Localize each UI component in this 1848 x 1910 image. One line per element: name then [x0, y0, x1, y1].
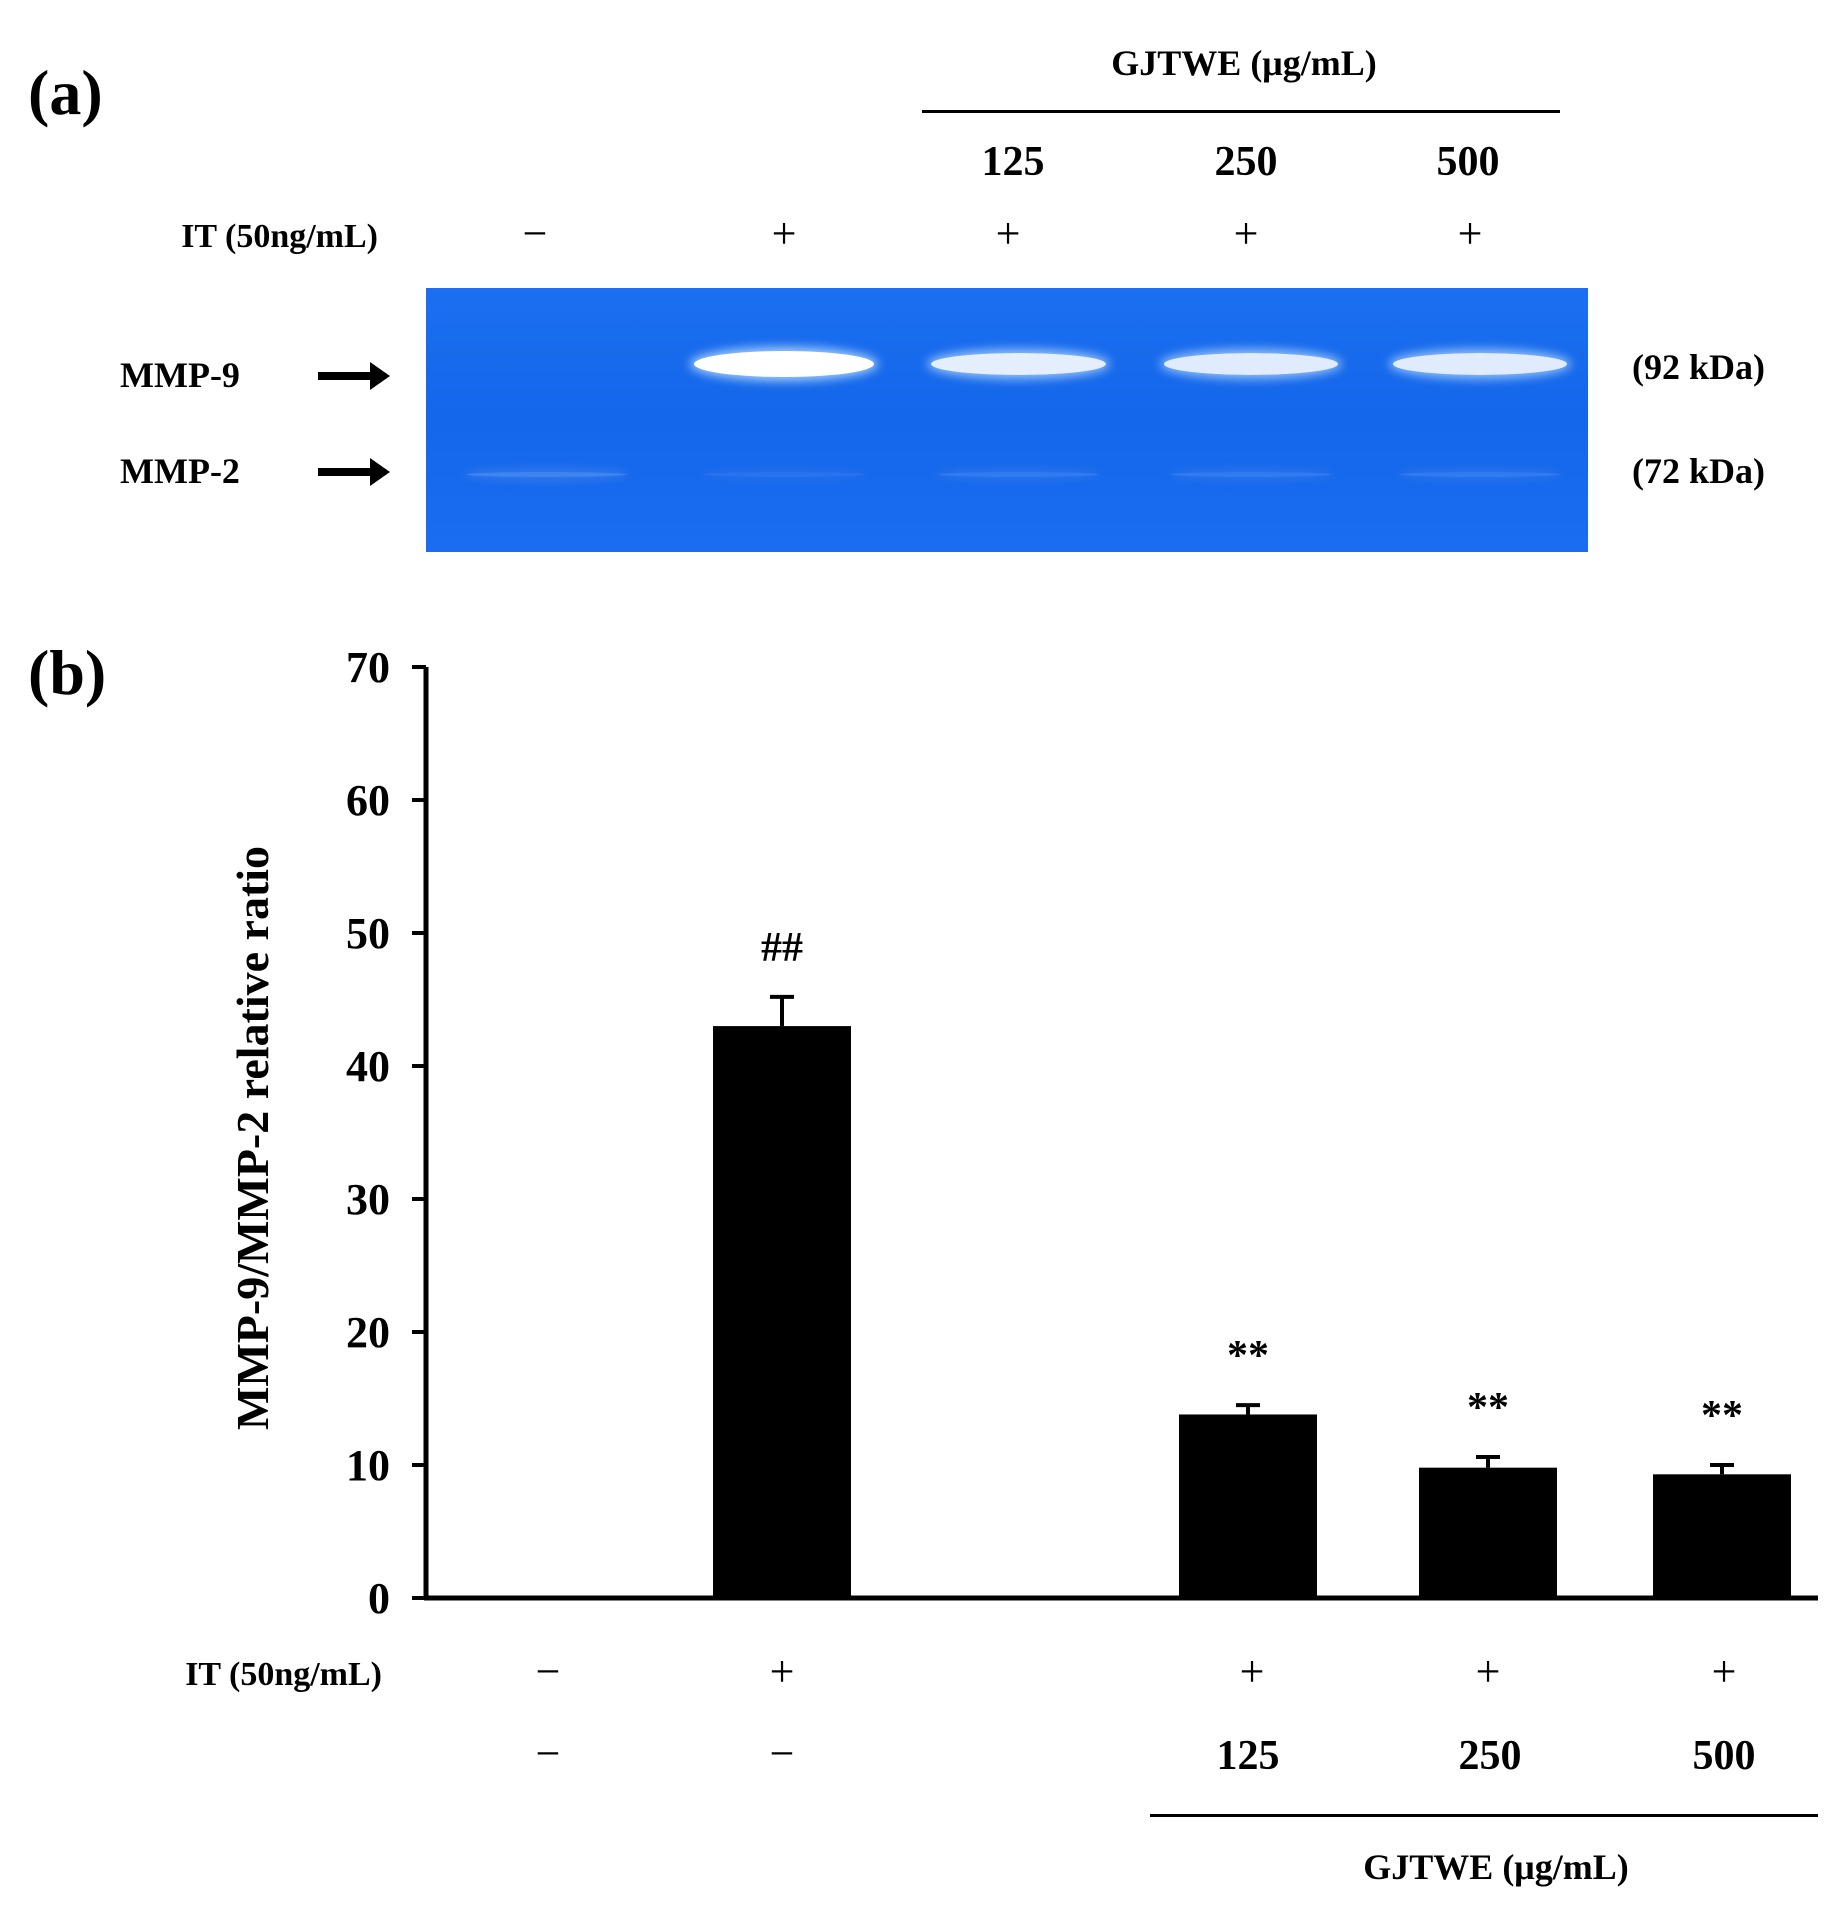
chart-dose-4: 250 [1458, 1733, 1522, 1779]
chart-it-sign-4: + [1475, 1647, 1501, 1696]
significance-label-2: ## [761, 925, 803, 971]
mmp9-band-lane-3 [930, 352, 1106, 376]
significance-label-4: ** [1467, 1385, 1509, 1431]
y-tick-label-40: 40 [346, 1042, 390, 1091]
bar-5 [1653, 1474, 1791, 1598]
gel-dose-500: 500 [1436, 139, 1500, 185]
chart-dose-1: − [535, 1729, 561, 1778]
chart-dose-5: 500 [1692, 1733, 1756, 1779]
y-tick-label-50: 50 [346, 909, 390, 958]
chart-group-line [1150, 1814, 1818, 1817]
mmp2-band-lane-5 [1400, 471, 1560, 477]
chart-it-sign-3: + [1239, 1647, 1265, 1696]
bar-1 [479, 1596, 617, 1598]
panel-b-label: (b) [28, 637, 107, 708]
mmp2-band-label: MMP-2 [120, 451, 240, 491]
gel-it-sign-3: + [995, 209, 1021, 258]
chart-it-label: IT (50ng/mL) [185, 1656, 382, 1693]
significance-label-5: ** [1701, 1393, 1743, 1439]
bar-4 [1419, 1467, 1557, 1598]
gel-group-label: GJTWE (μg/mL) [1111, 43, 1377, 83]
mmp2-kda-label: (72 kDa) [1632, 451, 1765, 491]
y-tick-label-0: 0 [368, 1574, 390, 1623]
mmp2-arrow-icon [318, 458, 390, 486]
mmp2-band-lane-2 [704, 471, 864, 477]
bar-2 [713, 1026, 851, 1598]
mmp9-kda-label: (92 kDa) [1632, 347, 1765, 387]
significance-label-3: ** [1227, 1333, 1269, 1379]
chart-it-sign-2: + [769, 1647, 795, 1696]
chart-it-sign-1: − [535, 1647, 561, 1696]
y-tick-label-70: 70 [346, 643, 390, 692]
mmp9-band-lane-2 [694, 351, 874, 377]
chart-it-sign-5: + [1711, 1647, 1737, 1696]
y-tick-label-10: 10 [346, 1441, 390, 1490]
gel-group-line [922, 110, 1560, 113]
bar-3 [1179, 1414, 1317, 1598]
gel-it-label: IT (50ng/mL) [181, 218, 378, 255]
y-axis-label: MMP-9/MMP-2 relative ratio [227, 846, 278, 1430]
zymogram-gel [426, 288, 1588, 552]
mmp9-arrow-icon [318, 362, 390, 390]
gel-dose-125: 125 [981, 139, 1045, 185]
gel-dose-250: 250 [1214, 139, 1278, 185]
mmp9-band-lane-4 [1164, 353, 1338, 375]
chart-group-label: GJTWE (μg/mL) [1363, 1847, 1629, 1887]
y-tick-label-60: 60 [346, 776, 390, 825]
y-tick-label-30: 30 [346, 1175, 390, 1224]
mmp9-band-label: MMP-9 [120, 355, 240, 395]
mmp2-band-lane-1 [466, 471, 626, 477]
gel-it-sign-5: + [1457, 209, 1483, 258]
gel-it-sign-1: − [522, 209, 548, 258]
mmp2-band-lane-3 [938, 471, 1098, 477]
gel-it-sign-2: + [771, 209, 797, 258]
mmp9-band-lane-5 [1393, 353, 1567, 375]
panel-a-label: (a) [28, 57, 103, 128]
gel-it-sign-4: + [1233, 209, 1259, 258]
y-tick-label-20: 20 [346, 1308, 390, 1357]
chart-dose-3: 125 [1216, 1733, 1280, 1779]
mmp2-band-lane-4 [1171, 471, 1331, 477]
chart-dose-2: − [769, 1729, 795, 1778]
